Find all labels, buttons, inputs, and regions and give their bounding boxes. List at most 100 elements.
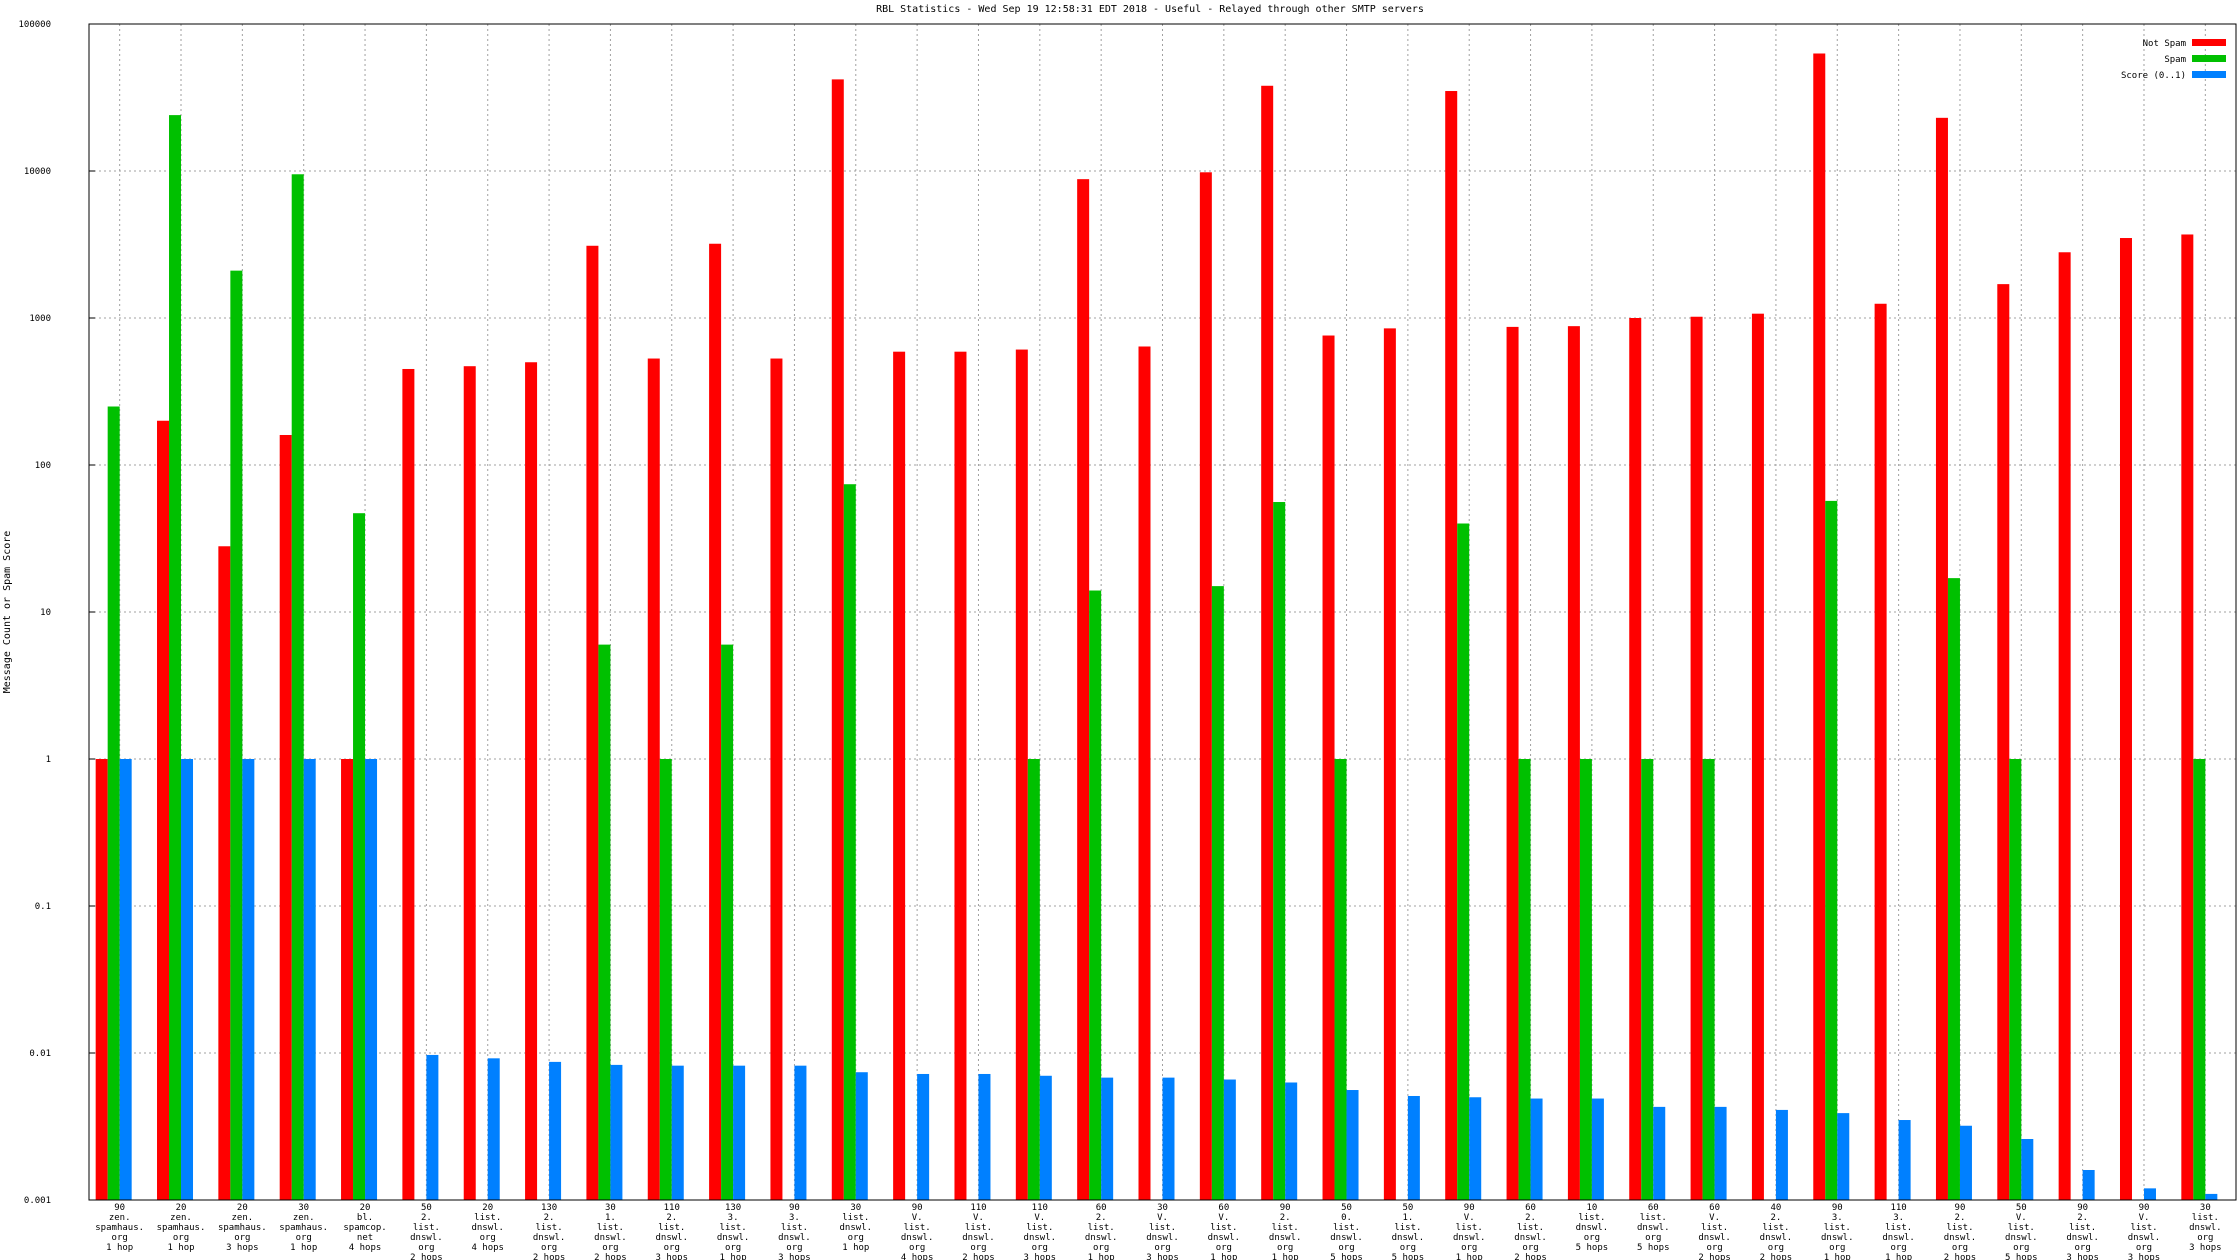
x-tick-label: 2 hops	[533, 1253, 566, 1260]
x-tick-label: 130	[541, 1203, 557, 1213]
bar	[291, 174, 304, 1200]
y-tick-label: 0.1	[35, 902, 51, 912]
bar	[2119, 238, 2132, 1201]
bar	[1407, 1095, 1420, 1200]
x-tick-label: 5 hops	[1330, 1253, 1363, 1260]
x-tick-label: 90	[912, 1203, 923, 1213]
x-tick-label: V.	[1034, 1213, 1045, 1223]
legend-label: Not Spam	[2143, 39, 2186, 49]
bar	[1383, 328, 1396, 1200]
x-tick-label: list.	[413, 1223, 440, 1233]
bar	[353, 513, 366, 1200]
x-tick-label: 1.	[1402, 1213, 1413, 1223]
bar	[1959, 1125, 1972, 1200]
x-tick-label: 90	[1955, 1203, 1966, 1213]
bar	[1039, 1075, 1052, 1200]
x-tick-label: 2 hops	[962, 1253, 995, 1260]
x-tick-label: 60	[1709, 1203, 1720, 1213]
x-tick-label: list.	[720, 1223, 747, 1233]
x-tick-label: 2.	[1280, 1213, 1291, 1223]
y-tick-label: 100	[35, 461, 51, 471]
bar	[487, 1058, 500, 1200]
x-tick-label: spamhaus.	[95, 1223, 144, 1233]
bar	[1162, 1077, 1175, 1200]
x-tick-label: dnswl.	[1760, 1233, 1793, 1243]
x-tick-label: 2.	[544, 1213, 555, 1223]
x-tick-label: 2.	[1771, 1213, 1782, 1223]
x-tick-label: 90	[114, 1203, 125, 1213]
bar	[279, 434, 292, 1200]
bar	[1653, 1106, 1666, 1200]
legend-label: Spam	[2164, 55, 2186, 65]
x-tick-label: V.	[973, 1213, 984, 1223]
x-tick-label: list.	[904, 1223, 931, 1233]
bar	[95, 759, 108, 1200]
x-tick-label: 90	[1832, 1203, 1843, 1213]
x-tick-label: 20	[482, 1203, 493, 1213]
x-tick-label: zen.	[109, 1213, 131, 1223]
bar	[463, 366, 476, 1200]
x-tick-label: dnswl.	[1637, 1223, 1670, 1233]
bar	[586, 245, 599, 1200]
x-tick-label: 110	[1032, 1203, 1048, 1213]
bar	[1469, 1097, 1482, 1200]
x-tick-label: dnswl.	[533, 1233, 566, 1243]
x-tick-label: dnswl.	[1208, 1233, 1241, 1243]
legend-swatch	[2192, 71, 2226, 78]
y-tick-label: 0.001	[24, 1196, 51, 1206]
x-tick-label: 2 hops	[1698, 1253, 1731, 1260]
bar	[1813, 53, 1826, 1200]
bar	[733, 1065, 746, 1200]
x-tick-label: dnswl.	[2128, 1233, 2161, 1243]
x-tick-label: list.	[2192, 1213, 2219, 1223]
x-tick-label: dnswl.	[1392, 1233, 1425, 1243]
x-tick-label: 20	[360, 1203, 371, 1213]
bar	[671, 1065, 684, 1200]
x-tick-label: dnswl.	[962, 1233, 995, 1243]
bar	[107, 406, 120, 1200]
bar	[1641, 759, 1654, 1200]
x-tick-label: dnswl.	[2005, 1233, 2038, 1243]
bar	[1346, 1090, 1359, 1200]
x-tick-label: list.	[2008, 1223, 2035, 1233]
x-tick-label: dnswl.	[1821, 1233, 1854, 1243]
x-tick-label: dnswl.	[1514, 1233, 1547, 1243]
x-tick-label: org	[1890, 1243, 1906, 1253]
y-tick-label: 1000	[29, 314, 51, 324]
x-tick-label: 2 hops	[1944, 1253, 1977, 1260]
bar	[893, 351, 906, 1200]
x-tick-label: 2 hops	[594, 1253, 627, 1260]
bar	[525, 362, 538, 1200]
x-tick-label: org	[970, 1243, 986, 1253]
x-tick-label: org	[1645, 1233, 1661, 1243]
x-tick-label: org	[1522, 1243, 1538, 1253]
bar	[1775, 1109, 1788, 1200]
x-tick-label: 3 hops	[655, 1253, 688, 1260]
x-tick-label: 0.	[1341, 1213, 1352, 1223]
x-tick-label: list.	[842, 1213, 869, 1223]
x-tick-label: 110	[664, 1203, 680, 1213]
x-tick-label: 1 hop	[167, 1243, 194, 1253]
x-tick-label: 130	[725, 1203, 741, 1213]
x-tick-label: list.	[2069, 1223, 2096, 1233]
x-tick-label: 5 hops	[1576, 1243, 1609, 1253]
bar	[855, 1072, 868, 1200]
x-tick-label: org	[1032, 1243, 1048, 1253]
bar	[181, 759, 194, 1200]
bar	[549, 1061, 562, 1200]
x-tick-label: spamhaus.	[157, 1223, 206, 1233]
x-tick-label: list.	[2130, 1223, 2157, 1233]
x-tick-label: 2.	[1096, 1213, 1107, 1223]
x-tick-label: 2 hops	[1514, 1253, 1547, 1260]
y-axis-label: Message Count or Spam Score	[2, 531, 13, 694]
x-tick-label: 1 hop	[1088, 1253, 1115, 1260]
bar	[218, 546, 231, 1200]
legend-swatch	[2192, 55, 2226, 62]
x-tick-label: 30	[2200, 1203, 2211, 1213]
x-tick-label: org	[1277, 1243, 1293, 1253]
x-tick-label: 1 hop	[1824, 1253, 1851, 1260]
x-tick-label: 60	[1096, 1203, 1107, 1213]
x-tick-label: org	[296, 1233, 312, 1243]
x-tick-label: dnswl.	[1269, 1233, 1302, 1243]
x-tick-label: dnswl.	[410, 1233, 443, 1243]
